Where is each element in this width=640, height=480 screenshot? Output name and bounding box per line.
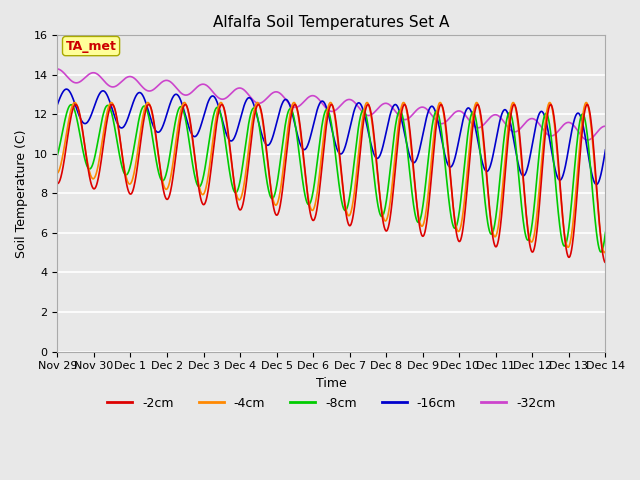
- -32cm: [175, 88, 183, 94]
- -2cm: [163, 196, 170, 202]
- -2cm: [602, 260, 609, 265]
- -2cm: [417, 229, 424, 235]
- -4cm: [417, 222, 424, 228]
- -16cm: [237, 113, 245, 119]
- -16cm: [176, 95, 184, 101]
- -8cm: [488, 230, 496, 236]
- -2cm: [54, 180, 61, 186]
- -32cm: [488, 113, 496, 119]
- -16cm: [54, 102, 61, 108]
- Text: TA_met: TA_met: [66, 39, 116, 53]
- Title: Alfalfa Soil Temperatures Set A: Alfalfa Soil Temperatures Set A: [213, 15, 450, 30]
- -4cm: [537, 169, 545, 175]
- -2cm: [176, 122, 184, 128]
- -8cm: [67, 102, 75, 108]
- -4cm: [601, 250, 609, 255]
- -16cm: [593, 181, 600, 187]
- -16cm: [537, 109, 545, 115]
- -32cm: [584, 137, 591, 143]
- -2cm: [237, 206, 245, 212]
- -4cm: [54, 170, 61, 176]
- -16cm: [163, 113, 170, 119]
- -8cm: [597, 249, 605, 255]
- Line: -4cm: -4cm: [58, 103, 605, 252]
- Y-axis label: Soil Temperature (C): Soil Temperature (C): [15, 129, 28, 258]
- Line: -32cm: -32cm: [58, 69, 605, 140]
- -8cm: [537, 136, 545, 142]
- -2cm: [488, 231, 496, 237]
- -4cm: [488, 227, 496, 233]
- -32cm: [602, 123, 609, 129]
- -4cm: [237, 196, 244, 202]
- -8cm: [163, 170, 170, 176]
- -16cm: [602, 147, 609, 153]
- Line: -16cm: -16cm: [58, 89, 605, 184]
- -4cm: [602, 249, 609, 255]
- Line: -2cm: -2cm: [58, 105, 605, 263]
- -32cm: [536, 123, 544, 129]
- -32cm: [54, 66, 61, 72]
- -4cm: [400, 100, 408, 106]
- Legend: -2cm, -4cm, -8cm, -16cm, -32cm: -2cm, -4cm, -8cm, -16cm, -32cm: [102, 392, 561, 415]
- -16cm: [63, 86, 70, 92]
- -4cm: [175, 116, 183, 121]
- -2cm: [537, 186, 545, 192]
- -32cm: [237, 85, 244, 91]
- -8cm: [417, 215, 424, 220]
- -8cm: [237, 173, 245, 179]
- -4cm: [162, 186, 170, 192]
- -8cm: [602, 229, 609, 235]
- -16cm: [488, 156, 496, 161]
- -2cm: [72, 102, 79, 108]
- -16cm: [417, 142, 424, 147]
- -8cm: [54, 152, 61, 158]
- Line: -8cm: -8cm: [58, 105, 605, 252]
- -32cm: [417, 105, 424, 110]
- X-axis label: Time: Time: [316, 377, 347, 390]
- -32cm: [162, 77, 170, 83]
- -8cm: [176, 105, 184, 110]
